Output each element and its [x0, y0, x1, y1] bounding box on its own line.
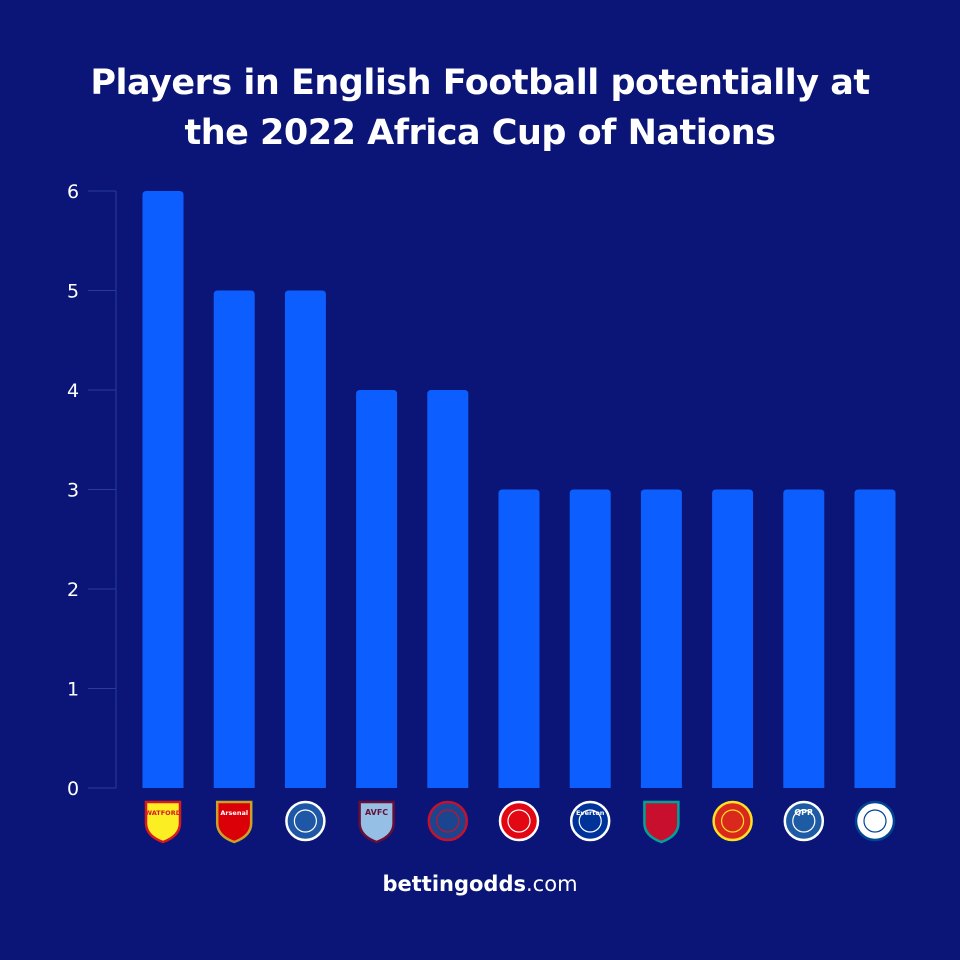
brand-name: bettingodds	[382, 872, 526, 896]
chart-title: Players in English Football potentially …	[60, 58, 900, 158]
badge-shape	[783, 800, 825, 842]
badge-inner-ring	[507, 809, 531, 833]
brand-domain: .com	[526, 872, 578, 896]
club-badge-icon: WATFORD	[144, 800, 182, 844]
bar-1	[142, 191, 184, 788]
badge-shape	[285, 800, 326, 842]
y-tick-label: 6	[67, 181, 79, 203]
chart-title-line-2: the 2022 Africa Cup of Nations	[184, 113, 776, 153]
y-tick-label: 1	[67, 679, 79, 701]
badge-inner-ring	[720, 809, 745, 833]
bar-3	[284, 290, 326, 788]
badge-inner-ring	[863, 809, 887, 833]
badge-shape	[358, 800, 395, 844]
badge-shape	[144, 800, 182, 844]
y-tick-label: 4	[67, 380, 79, 402]
club-badges: WATFORD Arsenal AVFC Everton QPR	[144, 800, 896, 844]
badge-text: Everton	[576, 809, 605, 817]
bar-5	[427, 390, 469, 788]
badge-shape	[427, 800, 469, 842]
chart-title-line-1: Players in English Football potentially …	[90, 63, 870, 103]
y-tick-label: 5	[67, 281, 79, 303]
club-badge-icon	[427, 800, 469, 842]
footer-brand-logo: bettingodds.com	[0, 872, 960, 896]
badge-shape	[569, 800, 611, 842]
badge-shape	[498, 800, 540, 842]
club-badge-icon	[854, 800, 896, 842]
club-badge-icon: AVFC	[358, 800, 395, 844]
badge-shape	[854, 800, 896, 842]
bar-10	[783, 489, 825, 788]
bar-11	[854, 489, 896, 788]
badge-text: WATFORD	[145, 809, 182, 817]
badge-shape	[643, 800, 680, 844]
club-badge-icon: Arsenal	[215, 800, 253, 844]
club-badge-icon	[285, 800, 326, 842]
y-tick-label: 0	[67, 778, 79, 800]
badge-inner-ring	[578, 809, 602, 833]
club-badge-icon	[498, 800, 540, 842]
badge-inner-ring	[792, 809, 816, 833]
club-badge-icon	[643, 800, 680, 844]
badge-shape	[712, 800, 753, 842]
bar-6	[498, 489, 540, 788]
club-badge-icon: QPR	[783, 800, 825, 842]
club-badge-icon: Everton	[569, 800, 611, 842]
badge-inner-ring	[293, 809, 317, 833]
bar-7	[569, 489, 611, 788]
bar-8	[640, 489, 682, 788]
badge-text: Arsenal	[220, 809, 248, 817]
club-badge-icon	[712, 800, 753, 842]
y-tick-label: 3	[67, 480, 79, 502]
chart-axes: 0 1 2 3 4 5 6	[67, 181, 117, 800]
y-tick-label: 2	[67, 579, 79, 601]
bar-4	[356, 390, 398, 788]
bar-9	[712, 489, 754, 788]
badge-shape	[215, 800, 253, 844]
badge-text: AVFC	[365, 808, 388, 817]
chart-bars	[142, 191, 896, 788]
badge-text: QPR	[794, 808, 813, 817]
badge-inner-ring	[436, 809, 460, 833]
bar-2	[213, 290, 255, 788]
